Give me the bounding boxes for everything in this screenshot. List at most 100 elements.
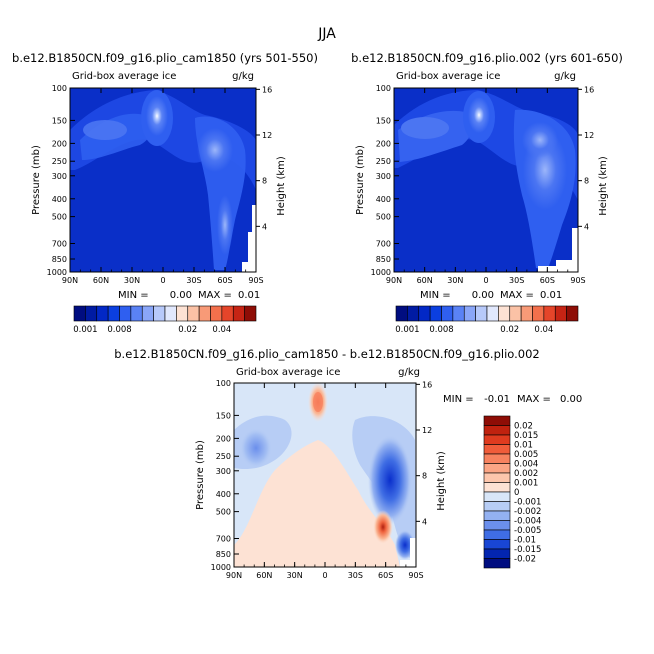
panel-diff-y2-tick-label: 12 (422, 426, 432, 435)
colorbar-a-label: 0.001 (73, 325, 97, 335)
colorbar-diff-swatch (483, 444, 511, 455)
colorbar-b-swatch (452, 305, 465, 322)
panel-diff-y2-tick-label: 4 (422, 517, 427, 526)
panel-a-x-tick-label: 90N (62, 276, 78, 285)
panel-b-field-label: Grid-box average ice (396, 71, 500, 82)
panel-b-x-tick-label: 90N (386, 276, 402, 285)
colorbar-diff-swatch (483, 539, 511, 550)
colorbar-a-swatch (130, 305, 143, 322)
colorbar-b-swatch (543, 305, 556, 322)
colorbar-b-swatch (418, 305, 431, 322)
colorbar-diff-label: -0.004 (514, 517, 541, 527)
colorbar-diff-label: 0.001 (514, 479, 538, 489)
colorbar-a-swatch (96, 305, 109, 322)
panel-a-min-value: 0.00 (170, 290, 192, 301)
colorbar-diff-label: 0.015 (514, 431, 538, 441)
panel-b-x-tick-label: 90S (570, 276, 585, 285)
panel-b-y-tick-label: 1000 (371, 268, 391, 277)
panel-a-y-tick-label: 200 (52, 139, 67, 148)
panel-b-y-tick-label: 850 (376, 255, 391, 264)
panel-b: b.e12.B1850CN.f09_g16.plio.002 (yrs 601-… (351, 51, 623, 335)
panel-b-field (394, 88, 578, 272)
colorbar-diff-label: 0.01 (514, 441, 533, 451)
colorbar-diff-swatch (483, 472, 511, 483)
panel-a-x-tick-label: 30S (186, 276, 201, 285)
panel-diff-max-label: MAX = (517, 394, 551, 405)
colorbar-a-swatch (176, 305, 189, 322)
panel-a-y2-tick-label: 8 (262, 177, 267, 186)
panel-diff-field-label: Grid-box average ice (236, 367, 340, 378)
panel-a-y-tick-label: 1000 (47, 268, 67, 277)
panel-diff-x-tick-label: 30N (287, 571, 303, 580)
panel-diff-y2label: Height (km) (436, 451, 447, 511)
panel-a-y2label: Height (km) (276, 156, 287, 216)
panel-b-y2-tick-label: 12 (584, 131, 594, 140)
panel-b-x-tick-label: 60N (417, 276, 433, 285)
panel-diff-y-tick-label: 500 (216, 508, 231, 517)
figure-title: JJA (317, 26, 336, 42)
panel-a-x-tick-label: 60S (217, 276, 232, 285)
panel-b-x-tick-label: 60S (540, 276, 555, 285)
panel-a-y-tick-label: 250 (52, 157, 67, 166)
panel-b-ylabel: Pressure (mb) (355, 145, 366, 215)
panel-diff-x-tick-label: 90N (226, 571, 242, 580)
colorbar-diff-label: 0.005 (514, 450, 538, 460)
colorbar-a-label: 0.02 (178, 325, 197, 335)
panel-diff-min-value: -0.01 (484, 394, 510, 405)
panel-b-y-tick-label: 700 (376, 239, 391, 248)
panel-diff-x-tick-label: 60S (378, 571, 393, 580)
colorbar-diff-swatch (483, 520, 511, 531)
panel-diff-y-tick-label: 150 (216, 411, 231, 420)
colorbar-a-swatch (141, 305, 154, 322)
colorbar-diff-swatch (483, 463, 511, 474)
panel-b-y-tick-label: 100 (376, 84, 391, 93)
panel-b-y2-tick-label: 8 (584, 177, 589, 186)
panel-b-x-tick-label: 30S (509, 276, 524, 285)
panel-a-max-label: MAX = (198, 290, 232, 301)
colorbar-diff-label: 0.002 (514, 469, 538, 479)
panel-diff-ylabel: Pressure (mb) (195, 440, 206, 510)
panel-a-x-tick-label: 90S (248, 276, 263, 285)
panel-a-y2-tick-label: 16 (262, 85, 272, 94)
panel-diff-x-tick-label: 30S (348, 571, 363, 580)
panel-b-x-tick-label: 30N (447, 276, 463, 285)
panel-diff-x-tick-label: 0 (322, 571, 327, 580)
panel-diff-min-label: MIN = (443, 394, 474, 405)
panel-diff-y-tick-label: 300 (216, 467, 231, 476)
colorbar-a-swatch (164, 305, 177, 322)
panel-a-y-tick-label: 150 (52, 116, 67, 125)
colorbar-diff-label: -0.015 (514, 545, 541, 555)
panel-a-x-tick-label: 0 (160, 276, 165, 285)
colorbar-b-swatch (566, 305, 579, 322)
panel-b-y-tick-label: 500 (376, 213, 391, 222)
panel-b-x-tick-label: 0 (483, 276, 488, 285)
colorbar-a-swatch (210, 305, 223, 322)
colorbar-b-swatch (463, 305, 476, 322)
panel-a-y-tick-label: 100 (52, 84, 67, 93)
colorbar-a-swatch (119, 305, 132, 322)
colorbar-diff-swatch (483, 548, 511, 559)
panel-diff-x-tick-label: 90S (408, 571, 423, 580)
panel-diff-y-tick-label: 250 (216, 452, 231, 461)
panel-b-y-tick-label: 200 (376, 139, 391, 148)
panel-diff-colorbar: 0.020.0150.010.0050.0040.0020.0010-0.001… (483, 415, 541, 569)
colorbar-a-label: 0.04 (212, 325, 231, 335)
panel-a-y2-tick-label: 4 (262, 222, 267, 231)
colorbar-b-swatch (395, 305, 408, 322)
colorbar-a-swatch (107, 305, 120, 322)
panel-b-y-tick-label: 250 (376, 157, 391, 166)
colorbar-b-label: 0.001 (395, 325, 419, 335)
panel-a: b.e12.B1850CN.f09_g16.plio_cam1850 (yrs … (12, 51, 318, 335)
panel-b-y-tick-label: 150 (376, 116, 391, 125)
colorbar-a-swatch (187, 305, 200, 322)
panel-a-y-tick-label: 400 (52, 195, 67, 204)
colorbar-b-swatch (441, 305, 454, 322)
colorbar-a-swatch (221, 305, 234, 322)
panel-a-y-tick-label: 300 (52, 172, 67, 181)
colorbar-diff-swatch (483, 415, 511, 426)
panel-a-y-tick-label: 850 (52, 255, 67, 264)
panel-b-y2-tick-label: 4 (584, 222, 589, 231)
colorbar-diff-swatch (483, 425, 511, 436)
panel-diff: b.e12.B1850CN.f09_g16.plio_cam1850 - b.e… (114, 347, 582, 580)
